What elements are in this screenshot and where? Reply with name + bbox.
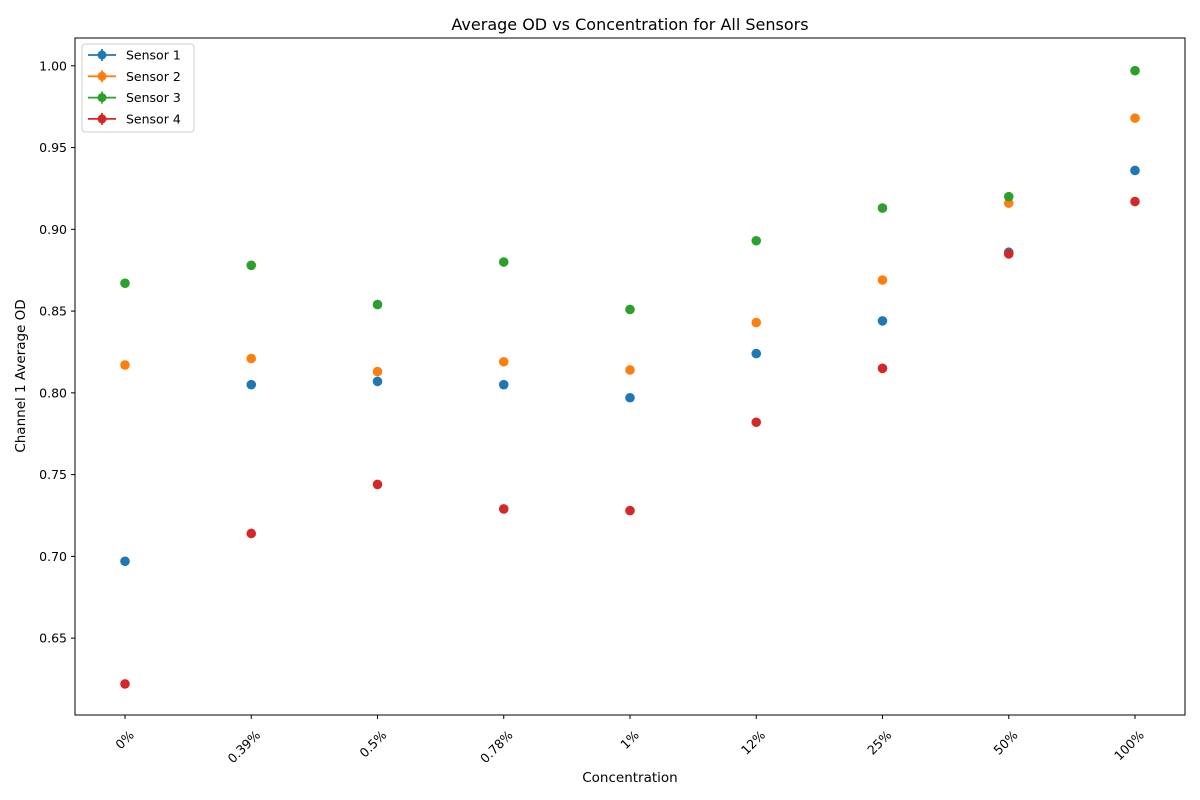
legend-label: Sensor 4 [126, 111, 181, 126]
plot-area [74, 37, 1186, 716]
legend-label: Sensor 1 [126, 48, 181, 63]
data-point [120, 679, 130, 689]
chart-title: Average OD vs Concentration for All Sens… [451, 15, 808, 34]
data-point [120, 278, 130, 289]
legend-marker [97, 50, 107, 60]
data-point [877, 203, 888, 213]
data-point [1003, 191, 1014, 202]
data-point [1130, 113, 1140, 123]
data-point [372, 376, 383, 387]
series-4 [120, 196, 1140, 689]
y-tick-label: 1.00 [39, 58, 67, 73]
y-tick-label: 0.80 [39, 385, 67, 400]
data-point [751, 348, 762, 359]
legend-label: Sensor 3 [126, 90, 181, 105]
data-point [246, 260, 257, 271]
data-points [120, 65, 1140, 689]
y-tick-label: 0.95 [39, 140, 67, 155]
legend-marker [97, 93, 107, 103]
legend-marker [97, 114, 107, 124]
data-point [372, 366, 383, 377]
data-point [498, 257, 509, 267]
legend-item: Sensor 1 [88, 48, 181, 63]
x-axis-label: Concentration [582, 770, 678, 786]
data-point [498, 504, 509, 514]
data-point [1003, 249, 1014, 259]
data-point [246, 528, 257, 539]
data-point [751, 417, 762, 428]
data-point [1130, 65, 1140, 76]
data-point [372, 299, 383, 310]
legend-box [81, 43, 195, 133]
legend-item: Sensor 2 [88, 69, 181, 84]
legend-label: Sensor 2 [126, 69, 181, 84]
data-point [751, 317, 762, 328]
data-point [246, 379, 257, 390]
data-point [498, 379, 509, 390]
data-point [498, 356, 509, 367]
data-point [120, 360, 130, 370]
data-point [751, 235, 762, 246]
data-point [877, 275, 888, 285]
data-point [625, 392, 635, 403]
legend-item: Sensor 3 [88, 90, 181, 105]
data-point [877, 363, 888, 374]
series-3 [120, 65, 1140, 315]
data-point [625, 505, 635, 516]
data-point [625, 365, 635, 375]
legend: Sensor 1 Sensor 2 Sensor 3 Sensor 4 [81, 43, 195, 133]
data-point [120, 556, 130, 567]
data-point [625, 304, 635, 315]
data-point [246, 353, 257, 364]
y-tick-label: 0.75 [39, 467, 67, 482]
legend-item: Sensor 4 [88, 111, 181, 126]
y-axis-label: Channel 1 Average OD [13, 299, 29, 452]
y-tick-label: 0.70 [39, 549, 67, 564]
legend-marker [97, 71, 107, 81]
y-tick-label: 0.85 [39, 304, 67, 319]
data-point [1130, 165, 1140, 176]
y-axis: 0.65 0.70 0.75 0.80 0.85 0.90 0.95 1.00 [39, 58, 75, 646]
data-point [372, 479, 383, 490]
y-tick-label: 0.90 [39, 222, 67, 237]
data-point [1130, 196, 1140, 207]
data-point [877, 316, 888, 326]
y-tick-label: 0.65 [39, 631, 67, 646]
